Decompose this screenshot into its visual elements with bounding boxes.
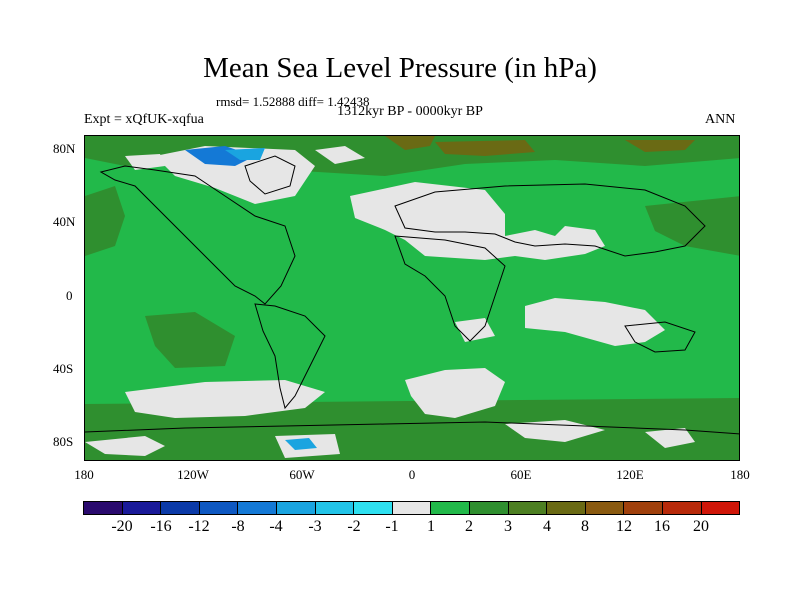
colorbar-label: -8: [231, 518, 245, 535]
region-blue-antarctic: [285, 438, 317, 450]
colorbar-label: 3: [504, 518, 512, 535]
colorbar-swatch: [353, 501, 393, 515]
lon-label-0: 0: [408, 467, 416, 482]
lat-label-0: 0: [66, 288, 73, 303]
colorbar-swatch: [121, 501, 162, 515]
colorbar-swatch: [661, 501, 702, 515]
pressure-map: [84, 135, 740, 461]
season-label: ANN: [705, 112, 736, 127]
region-lightblue-arctic: [225, 148, 265, 160]
colorbar-swatch: [237, 501, 277, 515]
region-gray-antarctic-1: [85, 436, 165, 456]
region-gray-s-africa: [455, 318, 495, 342]
lon-label-60e: 60E: [510, 467, 532, 482]
region-gray-antarctic-3: [645, 428, 695, 448]
lat-label-80n: 80N: [53, 141, 76, 156]
stats-text: rmsd= 1.52888 diff= 1.42438: [216, 94, 370, 109]
colorbar-label: 4: [543, 518, 551, 535]
colorbar-label: -1: [385, 518, 399, 535]
colorbar-swatch: [623, 501, 663, 515]
colorbar-label: -3: [308, 518, 322, 535]
colorbar-swatch: [198, 501, 239, 515]
experiment-label: Expt = xQfUK-xqfua: [84, 112, 204, 127]
lat-label-40s: 40S: [53, 361, 74, 376]
colorbar-swatch: [83, 501, 123, 515]
colorbar-label: -2: [347, 518, 361, 535]
colorbar: [83, 501, 741, 515]
region-gray-s-pacific: [125, 380, 325, 418]
colorbar-swatch: [468, 501, 509, 515]
colorbar-label: 16: [654, 518, 670, 535]
colorbar-label: 1: [427, 518, 435, 535]
coastlines: [85, 155, 739, 435]
lon-label-180w: 180: [74, 467, 94, 482]
colorbar-label: -20: [111, 518, 133, 535]
region-gray-indian: [525, 298, 665, 346]
colorbar-swatch: [700, 501, 741, 515]
region-gray-eurasia: [350, 182, 605, 260]
lon-label-120w: 120W: [177, 467, 209, 482]
colorbar-swatch: [275, 501, 316, 515]
plot-title: Mean Sea Level Pressure (in hPa): [203, 52, 597, 84]
lon-label-60w: 60W: [289, 467, 315, 482]
colorbar-label: -4: [269, 518, 283, 535]
colorbar-swatch: [430, 501, 470, 515]
region-dark-green-pacific-s: [145, 312, 235, 368]
lat-label-80s: 80S: [53, 434, 74, 449]
region-gray-greenland: [155, 146, 315, 204]
colorbar-label: -12: [188, 518, 210, 535]
colorbar-label: 12: [616, 518, 632, 535]
colorbar-swatch: [584, 501, 625, 515]
region-dark-green-west: [85, 186, 125, 256]
colorbar-label: 8: [581, 518, 589, 535]
region-dark-green-asia: [645, 196, 739, 256]
lon-label-180e: 180: [730, 467, 750, 482]
lat-label-40n: 40N: [53, 214, 76, 229]
colorbar-swatch: [391, 501, 432, 515]
region-brown-arctic: [385, 136, 695, 156]
colorbar-label: 2: [465, 518, 473, 535]
colorbar-swatch: [160, 501, 200, 515]
colorbar-swatch: [507, 501, 548, 515]
region-gray-s-indian: [405, 368, 505, 418]
colorbar-label: 20: [693, 518, 709, 535]
map-field: [85, 136, 739, 460]
colorbar-label: -16: [150, 518, 172, 535]
period-text: 1312kyr BP - 0000kyr BP: [337, 104, 483, 119]
region-gray-arctic-canada: [125, 154, 165, 170]
lon-label-120e: 120E: [616, 467, 644, 482]
region-gray-arctic-ru: [315, 146, 365, 164]
colorbar-swatch: [546, 501, 586, 515]
region-dark-green-arctic: [85, 136, 739, 176]
colorbar-swatch: [314, 501, 355, 515]
